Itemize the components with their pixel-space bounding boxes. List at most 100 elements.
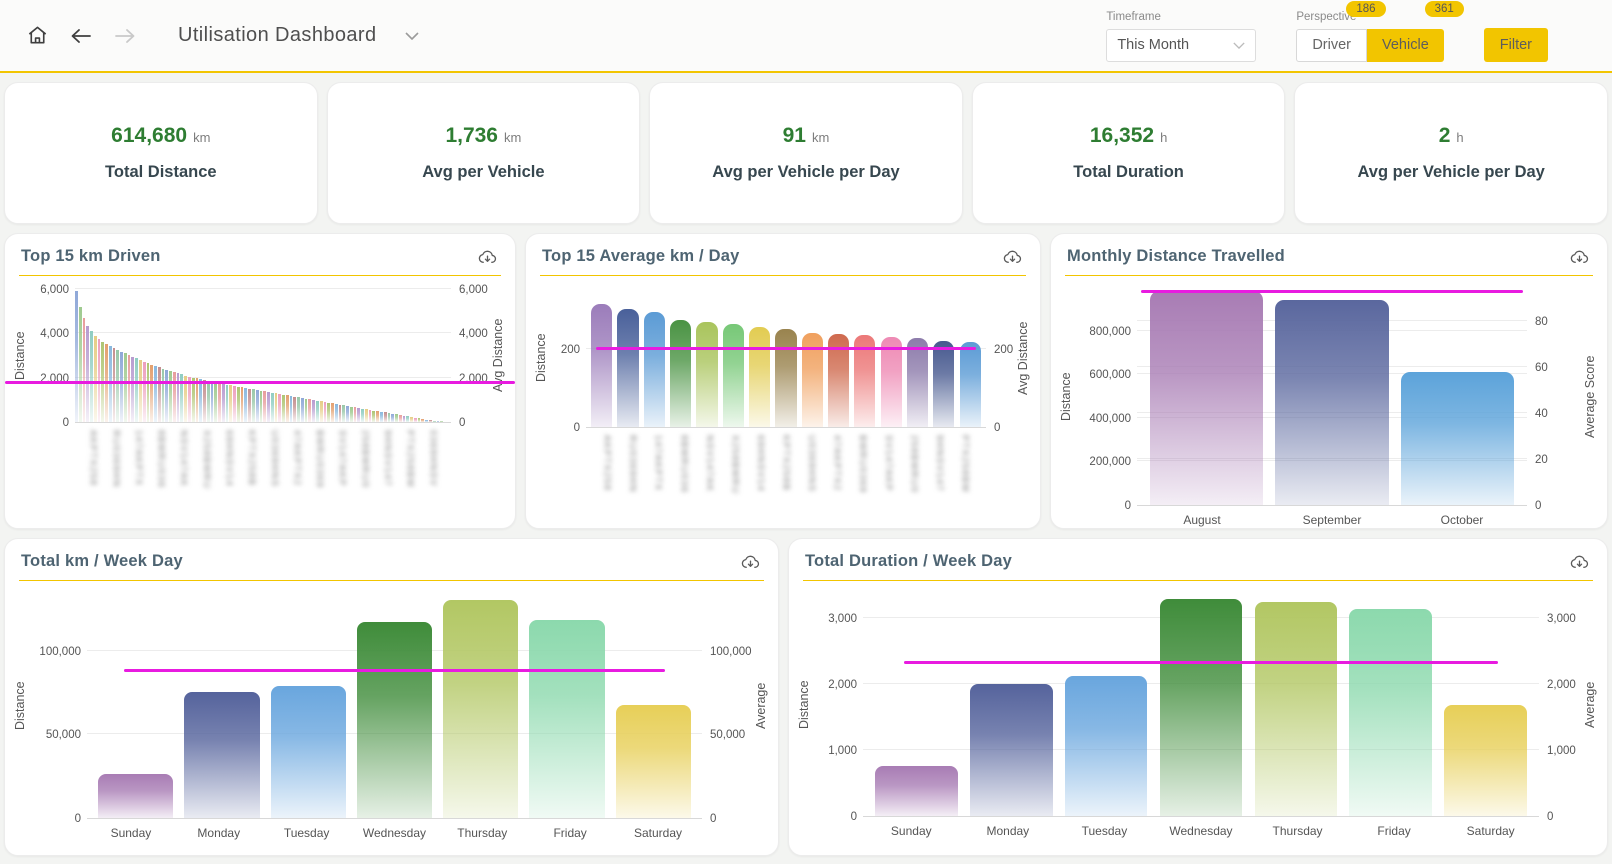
forward-arrow-icon[interactable] bbox=[110, 21, 140, 51]
bar[interactable] bbox=[339, 405, 342, 422]
bar[interactable] bbox=[327, 403, 330, 422]
home-icon[interactable] bbox=[22, 21, 52, 51]
bar[interactable] bbox=[75, 291, 78, 422]
download-icon[interactable] bbox=[1570, 553, 1589, 570]
bar[interactable] bbox=[365, 409, 368, 422]
bar[interactable] bbox=[644, 312, 665, 427]
bar[interactable] bbox=[1150, 291, 1263, 505]
bar[interactable] bbox=[372, 411, 375, 423]
download-icon[interactable] bbox=[1570, 248, 1589, 265]
bar[interactable] bbox=[433, 421, 436, 422]
bar[interactable] bbox=[391, 414, 394, 422]
bar[interactable] bbox=[135, 358, 138, 422]
bar[interactable] bbox=[1275, 300, 1388, 505]
bar[interactable] bbox=[305, 399, 308, 422]
bar[interactable] bbox=[79, 307, 82, 422]
bar[interactable] bbox=[418, 418, 421, 422]
bar[interactable] bbox=[109, 346, 112, 422]
bar[interactable] bbox=[290, 396, 293, 422]
bar[interactable] bbox=[120, 352, 123, 422]
perspective-vehicle-button[interactable]: Vehicle bbox=[1367, 29, 1444, 62]
bar[interactable] bbox=[429, 420, 432, 422]
bar[interactable] bbox=[361, 409, 364, 423]
bar[interactable] bbox=[316, 401, 319, 422]
bar[interactable] bbox=[388, 413, 391, 422]
bar[interactable] bbox=[331, 403, 334, 422]
bar[interactable] bbox=[376, 411, 379, 422]
bar[interactable] bbox=[199, 379, 202, 422]
bar[interactable] bbox=[226, 385, 229, 422]
bar[interactable] bbox=[192, 378, 195, 422]
bar[interactable] bbox=[414, 418, 417, 422]
download-icon[interactable] bbox=[478, 248, 497, 265]
bar[interactable] bbox=[260, 391, 263, 422]
bar[interactable] bbox=[211, 382, 214, 422]
bar[interactable] bbox=[384, 412, 387, 422]
bar[interactable] bbox=[395, 414, 398, 422]
bar[interactable] bbox=[169, 371, 172, 422]
bar[interactable] bbox=[150, 365, 153, 422]
bar[interactable] bbox=[229, 385, 232, 422]
bar[interactable] bbox=[203, 380, 206, 422]
bar[interactable] bbox=[207, 381, 210, 422]
bar[interactable] bbox=[1065, 676, 1147, 816]
bar[interactable] bbox=[196, 378, 199, 422]
bar[interactable] bbox=[1255, 602, 1337, 816]
bar[interactable] bbox=[335, 404, 338, 422]
bar[interactable] bbox=[184, 692, 259, 818]
bar[interactable] bbox=[86, 326, 89, 422]
bar[interactable] bbox=[214, 383, 217, 422]
bar[interactable] bbox=[143, 362, 146, 422]
bar[interactable] bbox=[342, 405, 345, 422]
bar[interactable] bbox=[425, 420, 428, 422]
bar[interactable] bbox=[410, 417, 413, 422]
timeframe-select[interactable]: This Month bbox=[1106, 29, 1256, 62]
back-arrow-icon[interactable] bbox=[66, 21, 96, 51]
bar[interactable] bbox=[154, 366, 157, 422]
bar[interactable] bbox=[529, 620, 604, 818]
bar[interactable] bbox=[158, 367, 161, 422]
bar[interactable] bbox=[94, 336, 97, 422]
bar[interactable] bbox=[406, 416, 409, 422]
bar[interactable] bbox=[271, 393, 274, 422]
bar[interactable] bbox=[960, 342, 981, 427]
bar[interactable] bbox=[616, 705, 691, 818]
bar[interactable] bbox=[775, 329, 796, 427]
bar[interactable] bbox=[256, 390, 259, 422]
bar[interactable] bbox=[357, 622, 432, 818]
bar[interactable] bbox=[165, 370, 168, 422]
perspective-driver-button[interactable]: Driver bbox=[1296, 29, 1367, 62]
bar[interactable] bbox=[293, 397, 296, 422]
bar[interactable] bbox=[591, 304, 612, 427]
bar[interactable] bbox=[380, 412, 383, 422]
bar[interactable] bbox=[421, 419, 424, 422]
bar[interactable] bbox=[173, 372, 176, 422]
bar[interactable] bbox=[275, 393, 278, 422]
bar[interactable] bbox=[399, 415, 402, 422]
bar[interactable] bbox=[301, 398, 304, 422]
bar[interactable] bbox=[346, 406, 349, 422]
bar[interactable] bbox=[244, 388, 247, 422]
bar[interactable] bbox=[113, 348, 116, 422]
bar[interactable] bbox=[617, 309, 638, 427]
bar[interactable] bbox=[907, 338, 928, 427]
download-icon[interactable] bbox=[1003, 248, 1022, 265]
bar[interactable] bbox=[369, 410, 372, 422]
bar[interactable] bbox=[297, 397, 300, 422]
bar[interactable] bbox=[1444, 705, 1526, 816]
bar[interactable] bbox=[124, 353, 127, 422]
bar[interactable] bbox=[278, 394, 281, 422]
bar[interactable] bbox=[98, 774, 173, 818]
bar[interactable] bbox=[267, 392, 270, 422]
bar[interactable] bbox=[357, 408, 360, 422]
bar[interactable] bbox=[241, 387, 244, 422]
bar[interactable] bbox=[282, 395, 285, 422]
bar[interactable] bbox=[1349, 609, 1431, 816]
bar[interactable] bbox=[83, 318, 86, 422]
bar[interactable] bbox=[263, 391, 266, 422]
bar[interactable] bbox=[222, 384, 225, 422]
bar[interactable] bbox=[970, 684, 1052, 816]
bar[interactable] bbox=[128, 355, 131, 422]
bar[interactable] bbox=[312, 400, 315, 422]
bar[interactable] bbox=[670, 320, 691, 427]
